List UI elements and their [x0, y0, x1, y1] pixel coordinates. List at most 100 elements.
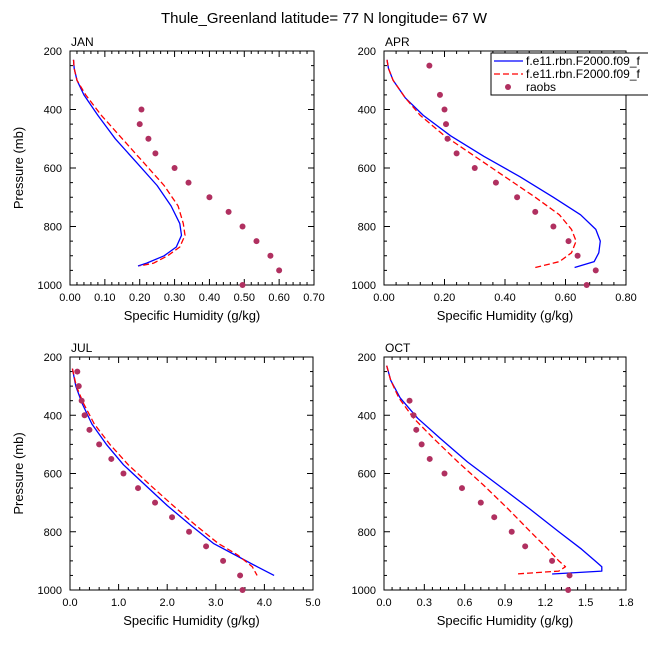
- y-tick-label: 200: [358, 352, 376, 364]
- panel-jul: JUL 0.0 1.0 2.0 3.0 4.0 5.0 200 400 600 800 1000 Spe…: [11, 341, 321, 628]
- x-tick-label: 3.0: [208, 597, 223, 609]
- y-tick-label: 400: [44, 410, 62, 422]
- raobs-point: [237, 572, 244, 579]
- raobs-point: [171, 165, 178, 171]
- panel-label: APR: [385, 35, 410, 49]
- legend-label: f.e11.rbn.F2000.f09_f: [526, 54, 641, 68]
- raobs-point: [477, 499, 484, 506]
- raobs-point: [426, 62, 433, 69]
- y-tick-label: 600: [358, 163, 376, 175]
- raobs-point: [565, 587, 572, 593]
- y-tick-label: 800: [358, 527, 376, 539]
- raobs-point: [96, 441, 103, 448]
- x-tick-label: 0.40: [199, 292, 220, 304]
- raobs-point: [138, 106, 145, 113]
- raobs-point: [549, 557, 556, 564]
- raobs-point: [441, 106, 448, 113]
- raobs-point: [186, 528, 193, 535]
- raobs-point: [169, 514, 176, 521]
- x-tick-label: 1.2: [538, 597, 553, 609]
- raobs-point: [436, 91, 443, 98]
- x-axis-title: Specific Humidity (g/kg): [437, 308, 574, 323]
- series-line-2: [386, 59, 577, 269]
- y-tick-label: 200: [44, 352, 62, 364]
- series-line-2: [386, 365, 567, 575]
- raobs-point: [492, 179, 499, 186]
- x-tick-label: 0.60: [555, 292, 576, 304]
- x-tick-label: 0.00: [373, 292, 394, 304]
- raobs-point: [522, 543, 529, 550]
- x-tick-label: 0.00: [59, 292, 80, 304]
- x-axis-title: Specific Humidity (g/kg): [437, 613, 574, 628]
- y-tick-label: 1000: [38, 585, 62, 597]
- raobs-point: [532, 208, 539, 215]
- y-tick-label: 200: [358, 46, 376, 58]
- x-tick-label: 0.0: [62, 597, 77, 609]
- x-axis-title: Specific Humidity (g/kg): [123, 613, 260, 628]
- x-tick-label: 0.80: [615, 292, 636, 304]
- panel-label: JUL: [71, 341, 93, 355]
- raobs-point: [74, 368, 81, 375]
- x-tick-label: 1.5: [578, 597, 593, 609]
- x-tick-label: 0.20: [129, 292, 150, 304]
- x-tick-label: 0.60: [268, 292, 289, 304]
- raobs-point: [81, 412, 88, 419]
- x-tick-label: 1.8: [618, 597, 633, 609]
- raobs-point: [267, 252, 274, 259]
- x-tick-label: 0.50: [234, 292, 255, 304]
- raobs-point: [120, 470, 127, 477]
- raobs-point: [203, 543, 210, 550]
- y-tick-label: 800: [44, 222, 62, 234]
- y-axis-title: Pressure (mb): [11, 432, 26, 514]
- raobs-point: [239, 282, 246, 288]
- raobs-point: [406, 397, 413, 404]
- raobs-point: [444, 135, 451, 142]
- raobs-point: [220, 557, 227, 564]
- raobs-point: [565, 238, 572, 245]
- legend-marker: [505, 84, 511, 90]
- y-tick-label: 600: [44, 163, 62, 175]
- y-tick-label: 800: [358, 222, 376, 234]
- x-axis-title: Specific Humidity (g/kg): [124, 308, 261, 323]
- series-line-2: [72, 59, 186, 267]
- raobs-point: [458, 485, 465, 492]
- x-tick-label: 1.0: [111, 597, 126, 609]
- raobs-point: [566, 572, 573, 579]
- panel-jan: JAN 0.00 0.10 0.20 0.30 0.40 0.50 0.60 0.70 200 40…: [11, 35, 325, 323]
- raobs-point: [426, 455, 433, 462]
- x-tick-label: 5.0: [305, 597, 320, 609]
- panel-label: JAN: [71, 35, 94, 49]
- y-tick-label: 1000: [352, 280, 376, 292]
- raobs-point: [443, 121, 450, 128]
- figure-title: Thule_Greenland latitude= 77 N longitude…: [161, 10, 488, 27]
- raobs-point: [508, 528, 515, 535]
- x-tick-label: 0.10: [94, 292, 115, 304]
- raobs-point: [145, 135, 152, 142]
- raobs-points: [136, 106, 283, 288]
- raobs-point: [239, 223, 246, 230]
- panels: JAN 0.00 0.10 0.20 0.30 0.40 0.50 0.60 0.70 200 40…: [11, 35, 637, 628]
- raobs-point: [152, 499, 159, 506]
- raobs-point: [592, 267, 599, 274]
- raobs-point: [86, 426, 93, 433]
- legend-label: f.e11.rbn.F2000.f09_f: [526, 67, 641, 81]
- raobs-point: [225, 208, 232, 215]
- x-tick-label: 0.40: [494, 292, 515, 304]
- raobs-point: [413, 426, 420, 433]
- y-tick-label: 200: [44, 46, 62, 58]
- raobs-point: [418, 441, 425, 448]
- x-tick-label: 2.0: [160, 597, 175, 609]
- series-line-1: [72, 59, 183, 267]
- raobs-point: [574, 252, 581, 259]
- raobs-point: [550, 223, 557, 230]
- x-tick-label: 0.20: [434, 292, 455, 304]
- raobs-point: [276, 267, 283, 274]
- raobs-point: [152, 150, 159, 157]
- raobs-point: [78, 397, 85, 404]
- raobs-point: [410, 412, 417, 419]
- raobs-point: [514, 194, 521, 201]
- y-tick-label: 1000: [352, 585, 376, 597]
- raobs-point: [75, 383, 82, 390]
- series-line-2: [71, 368, 258, 576]
